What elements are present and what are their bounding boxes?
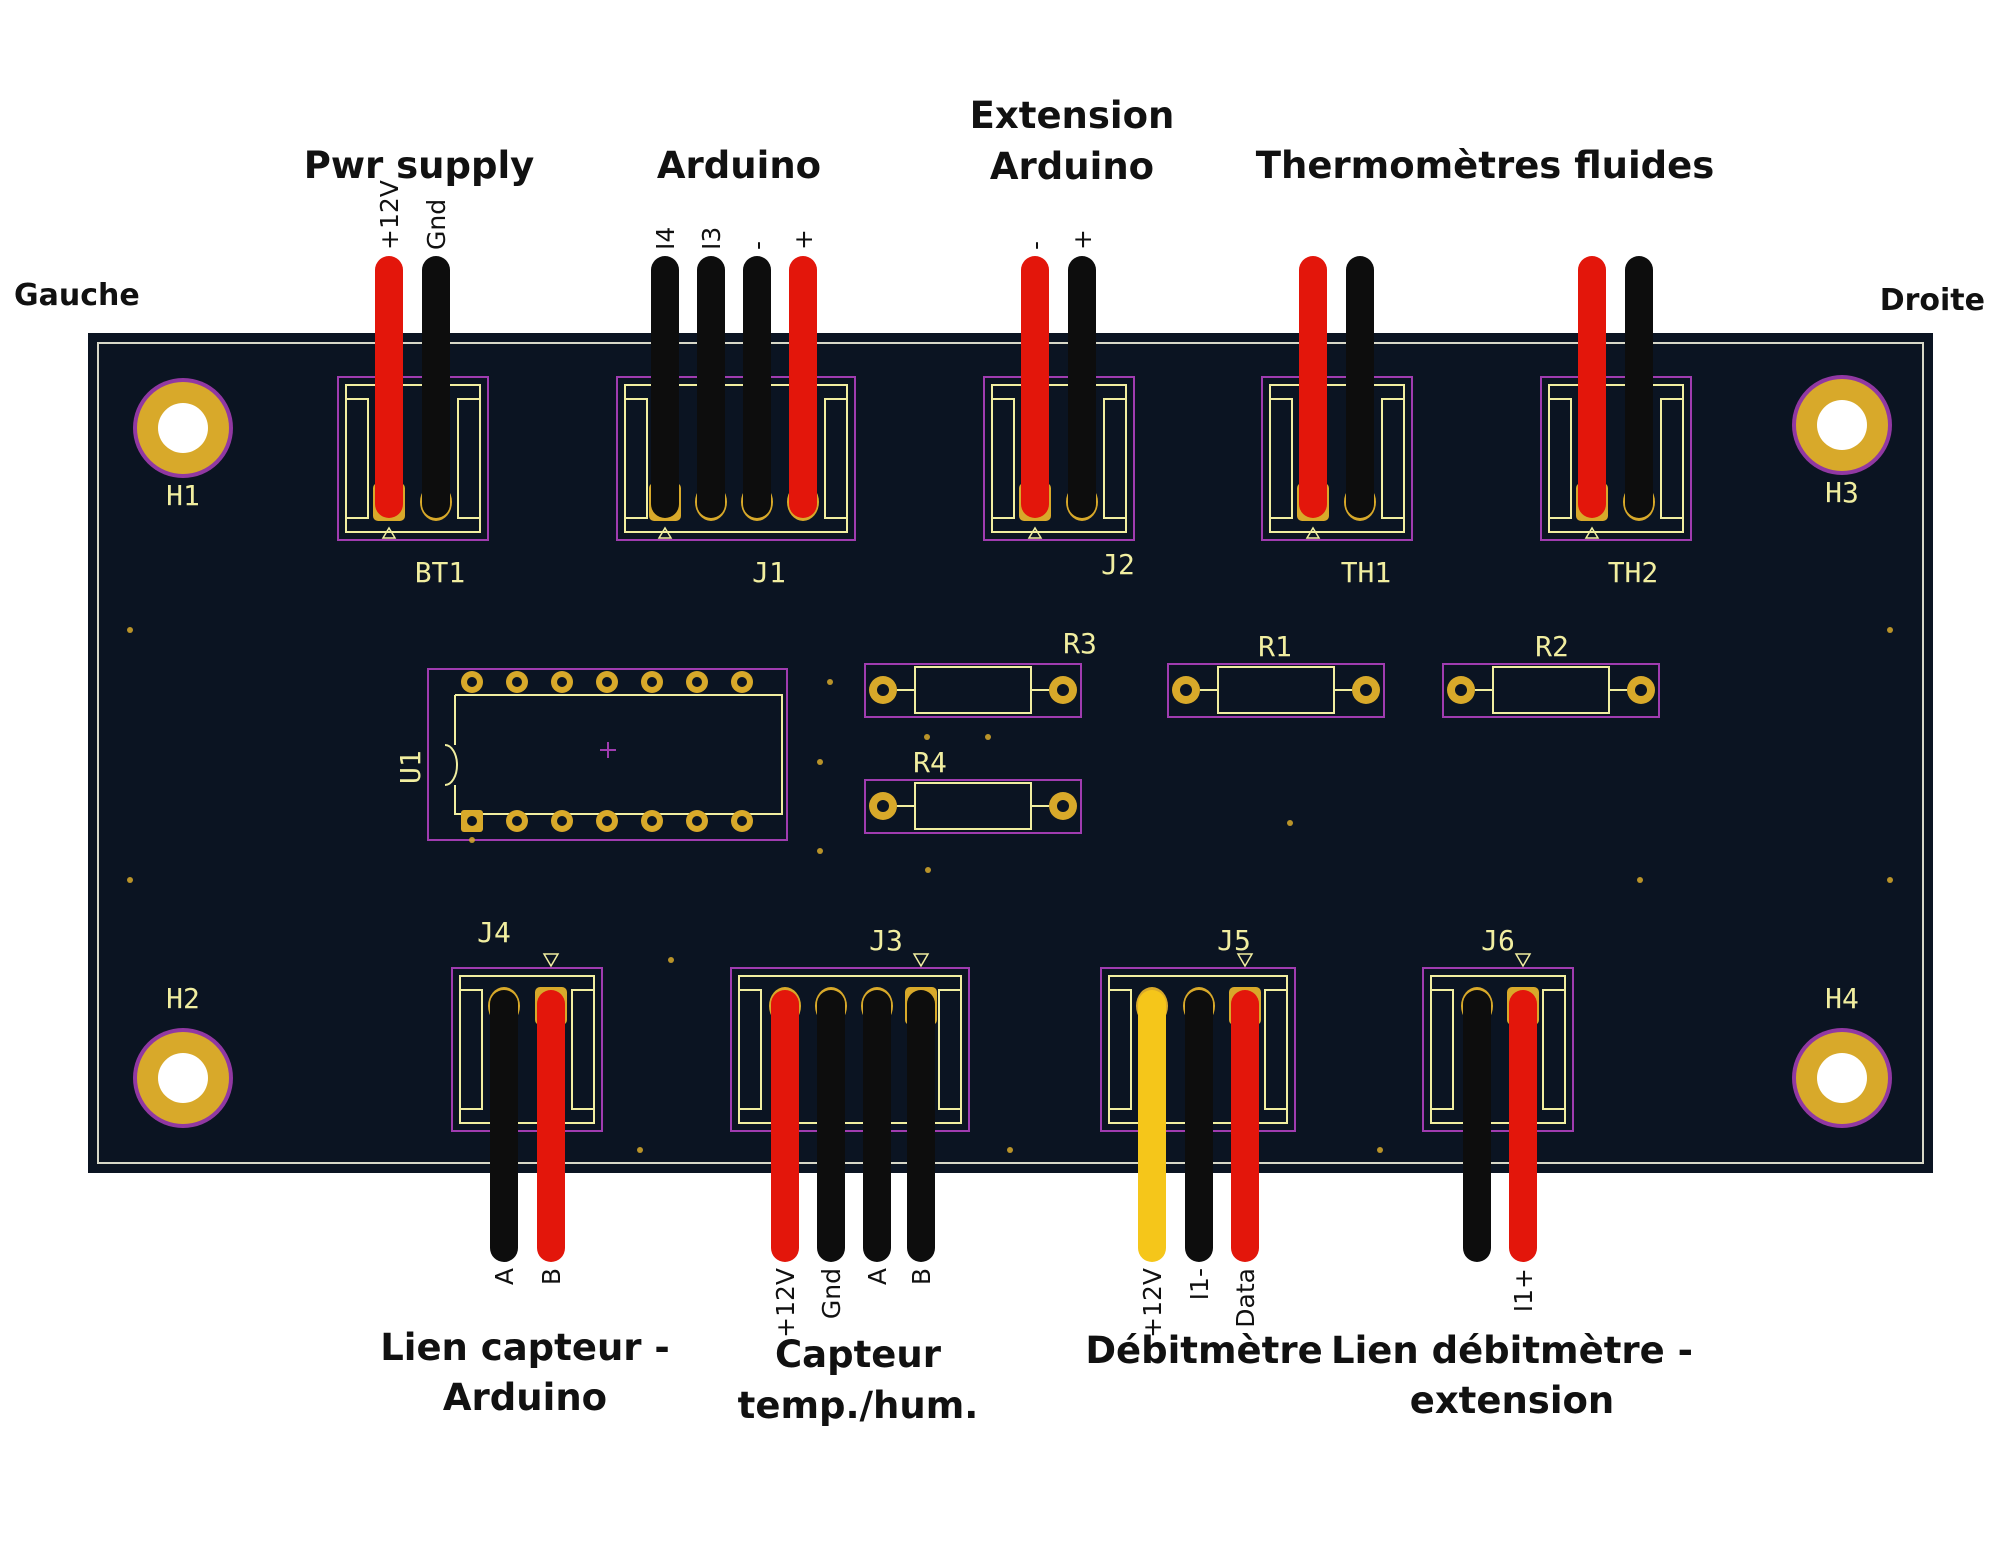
- resistor-label: R1: [1258, 630, 1292, 663]
- via: [469, 837, 475, 843]
- via: [1007, 1147, 1013, 1153]
- pin-label-j5-2: I1-: [1185, 1268, 1214, 1300]
- side-label-right: Droite: [1880, 283, 1985, 318]
- pin1-marker: [1027, 526, 1043, 539]
- pin-label-j4-1: A: [490, 1268, 519, 1285]
- connector-ref-label: TH1: [1341, 556, 1392, 589]
- via: [1887, 877, 1893, 883]
- resistor-r4: R4: [864, 746, 1082, 834]
- connector-ref-label: J5: [1217, 924, 1251, 957]
- pin-label-j1-1: I4: [651, 227, 680, 250]
- via: [127, 877, 133, 883]
- via: [1377, 1147, 1383, 1153]
- pin-label-j5-3: Data: [1231, 1268, 1260, 1328]
- via: [817, 848, 823, 854]
- pin1-marker: [657, 526, 673, 539]
- pin1-marker: [1514, 953, 1532, 968]
- resistor-label: R4: [913, 746, 947, 779]
- pin1-marker: [542, 953, 560, 968]
- connector-ref-label: TH2: [1608, 556, 1659, 589]
- pin1-marker: [1305, 526, 1321, 539]
- pin-label-bt1-2: Gnd: [422, 199, 451, 250]
- via: [637, 1147, 643, 1153]
- group-title-capteur-temp-hum: Capteur temp./hum.: [738, 1333, 979, 1427]
- pin-label-j2-2: +: [1068, 229, 1097, 250]
- connector-ref-label: BT1: [415, 556, 466, 589]
- pin-label-j3-1: +12V: [771, 1268, 800, 1338]
- ic-u1: U1: [394, 668, 788, 841]
- mounting-hole-h3: H3: [1792, 375, 1892, 509]
- group-title-extension-arduino: Extension Arduino: [970, 94, 1175, 188]
- resistor-label: R3: [1063, 627, 1097, 660]
- group-title-thermometres: Thermomètres fluides: [1256, 144, 1715, 187]
- hole-label: H4: [1825, 982, 1859, 1015]
- board-outline: [97, 342, 1924, 1164]
- pin-label-j3-3: A: [863, 1268, 892, 1285]
- mounting-hole-h4: H4: [1792, 982, 1892, 1128]
- via: [924, 734, 930, 740]
- mounting-hole-h2: H2: [133, 982, 233, 1128]
- group-title-lien-debitmetre: Lien débitmètre -extension: [1331, 1329, 1693, 1422]
- connector-ref-label: J6: [1481, 924, 1515, 957]
- resistor-r2: R2: [1442, 630, 1660, 718]
- pin-label-bt1-1: +12V: [375, 180, 404, 250]
- pin-label-j1-3: -: [743, 241, 772, 250]
- side-label-left: Gauche: [14, 278, 140, 313]
- resistor-label: R2: [1535, 630, 1569, 663]
- via: [668, 957, 674, 963]
- via: [827, 679, 833, 685]
- via: [925, 867, 931, 873]
- group-title-pwr-supply: Pwr supply: [304, 144, 535, 187]
- via: [127, 627, 133, 633]
- via: [1887, 627, 1893, 633]
- pin-label-j3-2: Gnd: [817, 1268, 846, 1319]
- pin-label-j1-2: I3: [697, 227, 726, 250]
- pin-label-j1-4: +: [789, 229, 818, 250]
- pin-label-j5-1: +12V: [1138, 1268, 1167, 1338]
- pin1-marker: [381, 526, 397, 539]
- group-title-debitmetre: Débitmètre: [1085, 1329, 1322, 1372]
- resistor-r1: R1: [1167, 630, 1385, 718]
- pin-label-j6-2: I1+: [1509, 1268, 1538, 1312]
- hole-label: H3: [1825, 476, 1859, 509]
- group-title-lien-capteur: Lien capteur -Arduino: [380, 1326, 670, 1419]
- ic-ref-label: U1: [394, 750, 427, 784]
- connector-ref-label: J2: [1101, 548, 1135, 581]
- pin-label-j3-4: B: [907, 1268, 936, 1285]
- via: [1637, 877, 1643, 883]
- pin-label-j2-1: -: [1021, 241, 1050, 250]
- resistor-r3: R3: [864, 627, 1097, 718]
- pin-label-j4-2: B: [537, 1268, 566, 1285]
- via: [985, 734, 991, 740]
- connector-ref-label: J4: [477, 916, 511, 949]
- pin1-marker: [1584, 526, 1600, 539]
- via: [817, 759, 823, 765]
- hole-label: H2: [166, 982, 200, 1015]
- mounting-hole-h1: H1: [133, 378, 233, 512]
- group-title-arduino: Arduino: [657, 144, 821, 187]
- pcb-board: [88, 333, 1933, 1173]
- via: [1287, 820, 1293, 826]
- connector-ref-label: J3: [869, 924, 903, 957]
- pin1-marker: [1236, 953, 1254, 968]
- hole-label: H1: [166, 479, 200, 512]
- pin1-marker: [912, 953, 930, 968]
- connector-ref-label: J1: [752, 556, 786, 589]
